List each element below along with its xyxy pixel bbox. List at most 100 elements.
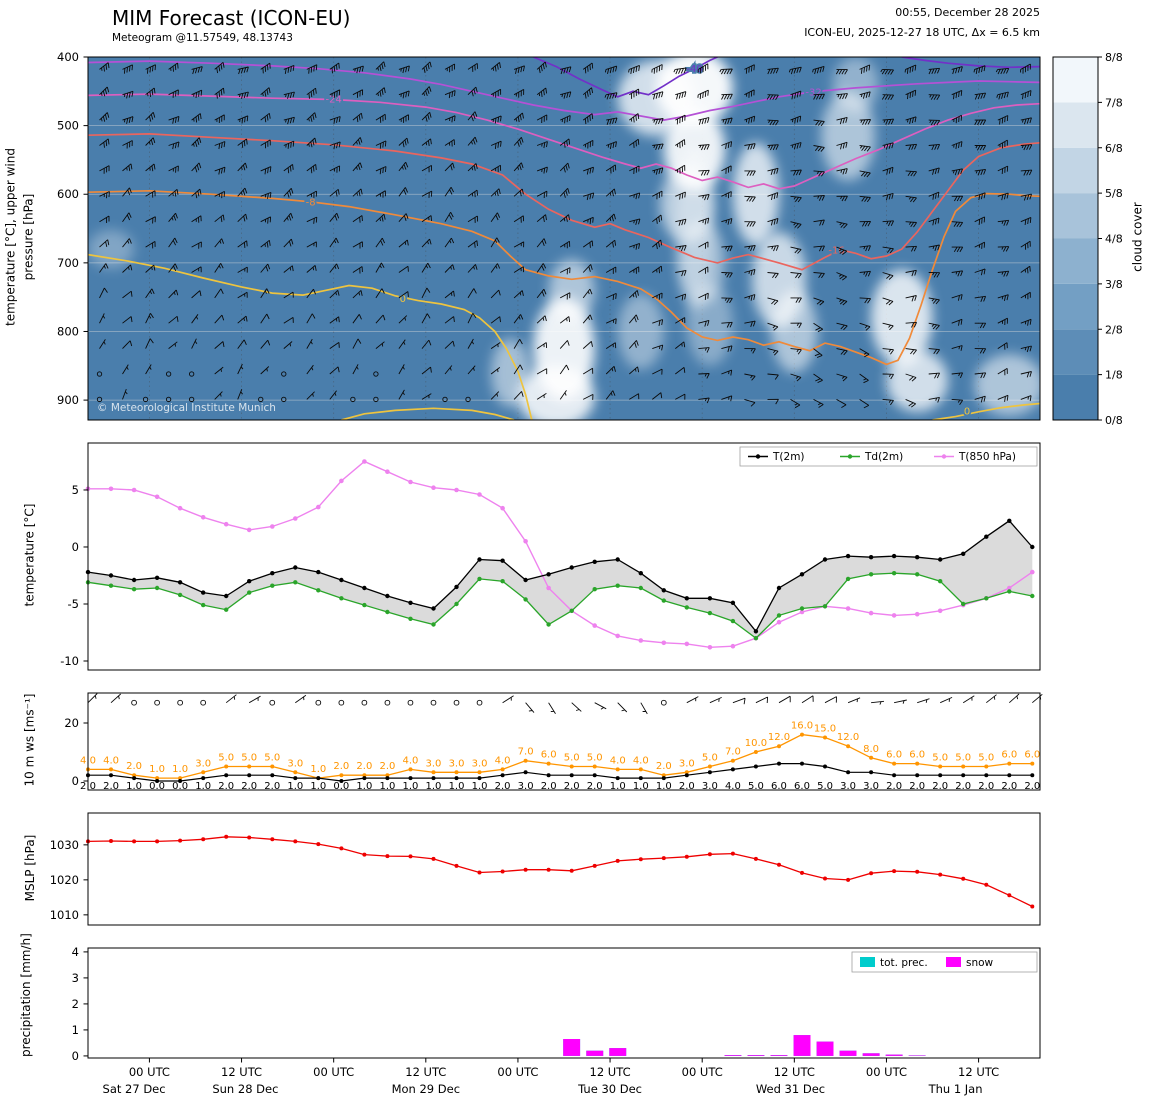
mean-wind-value-label: 2.0	[886, 781, 902, 792]
gust-value-label: 5.0	[702, 753, 718, 764]
cloud-cover-colorbar: 8/8 7/8 6/8 5/8 4/8 3/8 2/8 1/8 0/8	[1052, 51, 1123, 427]
mean-wind-value-label: 3.0	[702, 781, 718, 792]
gust-value-label: 2.0	[656, 761, 672, 772]
mean-wind-value-label: 1.0	[610, 781, 626, 792]
x-tick-label: 12 UTC	[774, 1065, 815, 1079]
snow-bar	[586, 1050, 604, 1056]
svg-text:0: 0	[72, 540, 79, 554]
x-tick-label: 00 UTC	[129, 1065, 170, 1079]
gust-value-label: 5.0	[955, 753, 971, 764]
svg-text:800: 800	[57, 324, 79, 338]
page-title: MIM Forecast (ICON-EU)	[112, 6, 351, 30]
mean-wind-value-label: 2.0	[978, 781, 994, 792]
gust-line	[88, 733, 1033, 779]
legend-entry-label: snow	[966, 957, 994, 969]
gust-value-label: 2.0	[379, 761, 395, 772]
svg-text:0: 0	[72, 1049, 79, 1063]
mean-wind-value-label: 5.0	[817, 781, 833, 792]
x-tick-label: 00 UTC	[497, 1065, 538, 1079]
mean-wind-value-label: 2.0	[103, 781, 119, 792]
cross-section-panel: 0 0 -8 -16 -24 -32 -40 © Meteorological Institu…	[57, 50, 1041, 421]
gust-value-label: 4.0	[495, 755, 511, 766]
gust-value-label: 6.0	[1024, 750, 1040, 761]
cloud-patch	[871, 269, 933, 366]
model-run-info: ICON-EU, 2025-12-27 18 UTC, Δx = 6.5 km	[804, 26, 1040, 39]
legend-entry-label: T(2m)	[772, 451, 805, 463]
svg-text:-8: -8	[306, 197, 316, 208]
colorbar-tick-label: 5/8	[1105, 187, 1123, 200]
gust-value-label: 7.0	[518, 747, 534, 758]
colorbar-tick-label: 8/8	[1105, 51, 1123, 64]
mean-wind-value-label: 2.0	[587, 781, 603, 792]
gust-value-label: 3.0	[287, 758, 303, 769]
x-tick-label: 12 UTC	[590, 1065, 631, 1079]
svg-text:2: 2	[72, 997, 79, 1011]
gust-value-label: 6.0	[1001, 750, 1017, 761]
mslp-line	[87, 836, 1033, 908]
gust-value-label: 2.0	[333, 761, 349, 772]
gust-value-label: 6.0	[909, 750, 925, 761]
isotherm--16	[88, 133, 1040, 271]
x-day-label: Thu 1 Jan	[928, 1082, 983, 1096]
x-tick-label: 00 UTC	[313, 1065, 354, 1079]
svg-text:700: 700	[57, 256, 79, 270]
mean-wind-value-label: 2.0	[1001, 781, 1017, 792]
isotherm--8	[88, 189, 1040, 366]
time-axis: 00 UTC 12 UTC 00 UTC 12 UTC 00 UTC 12 UTC 00 U…	[103, 1058, 999, 1096]
snow-bar	[862, 1053, 880, 1056]
mean-wind-value-label: 2.0	[955, 781, 971, 792]
mean-wind-value-label: 1.0	[656, 781, 672, 792]
svg-text:900: 900	[57, 393, 79, 407]
mean-wind-value-label: 1.0	[472, 781, 488, 792]
svg-text:-10: -10	[60, 654, 79, 668]
snow-bar	[747, 1055, 765, 1056]
isotherm-seg	[901, 57, 1040, 69]
gust-value-label: 2.0	[126, 761, 142, 772]
mean-wind-value-label: 1.0	[426, 781, 442, 792]
mean-wind-value-label: 3.0	[518, 781, 534, 792]
mean-wind-value-label: 6.0	[794, 781, 810, 792]
cloud-patch	[548, 259, 595, 322]
gust-value-label: 6.0	[886, 750, 902, 761]
gust-value-label: 2.0	[356, 761, 372, 772]
cloud-patch	[679, 221, 726, 305]
svg-text:0: 0	[400, 294, 406, 305]
gust-value-label: 6.0	[541, 750, 557, 761]
mean-wind-line	[88, 763, 1033, 782]
mean-wind-value-label: 1.0	[449, 781, 465, 792]
cloud-patch	[821, 91, 875, 181]
gust-value-label: 5.0	[264, 753, 280, 764]
svg-text:20: 20	[64, 716, 79, 730]
x-tick-label: 00 UTC	[682, 1065, 723, 1079]
snow-bar	[816, 1041, 834, 1056]
legend-entry-label: Td(2m)	[864, 451, 903, 463]
svg-text:-24: -24	[326, 94, 342, 105]
td2m-line	[87, 572, 1033, 640]
watermark: © Meteorological Institute Munich	[97, 402, 276, 414]
wind-panel: 4.0 2.0 4.0 2.0 2.0 1.0 1.0 0.0 1.0 0.0 3.0 1.0 5.0 2…	[64, 692, 1043, 792]
gust-value-label: 4.0	[103, 755, 119, 766]
mean-wind-value-label: 2.0	[264, 781, 280, 792]
gust-value-label: 3.0	[195, 758, 211, 769]
cloud-patch	[832, 57, 879, 112]
t850-line	[88, 460, 1033, 649]
x-day-label: Sat 27 Dec	[103, 1082, 166, 1096]
svg-text:5: 5	[72, 483, 79, 497]
mean-wind-value-label: 1.0	[195, 781, 211, 792]
dewpoint-spread-fill	[88, 520, 1033, 639]
mean-wind-value-label: 2.0	[1024, 781, 1040, 792]
isotherm--40	[532, 57, 718, 98]
colorbar-tick-label: 1/8	[1105, 369, 1123, 382]
snow-bar	[885, 1054, 903, 1056]
mean-wind-value-label: 2.0	[218, 781, 234, 792]
t2m-line	[87, 519, 1033, 633]
mean-wind-value-label: 1.0	[126, 781, 142, 792]
snow-bar	[908, 1055, 926, 1056]
svg-text:0: 0	[72, 774, 79, 788]
cloud-patch	[88, 229, 134, 269]
gust-value-label: 1.0	[172, 764, 188, 775]
svg-text:-32: -32	[805, 87, 821, 98]
gust-value-label: 4.0	[402, 755, 418, 766]
